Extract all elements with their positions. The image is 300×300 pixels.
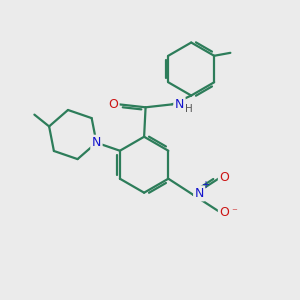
Text: O: O bbox=[219, 171, 229, 184]
Text: O: O bbox=[219, 206, 229, 219]
Text: +: + bbox=[201, 180, 209, 190]
Text: N: N bbox=[175, 98, 184, 111]
Text: H: H bbox=[185, 104, 193, 114]
Text: ⁻: ⁻ bbox=[231, 208, 237, 218]
Text: N: N bbox=[195, 187, 204, 200]
Text: O: O bbox=[108, 98, 118, 111]
Text: N: N bbox=[92, 136, 101, 149]
